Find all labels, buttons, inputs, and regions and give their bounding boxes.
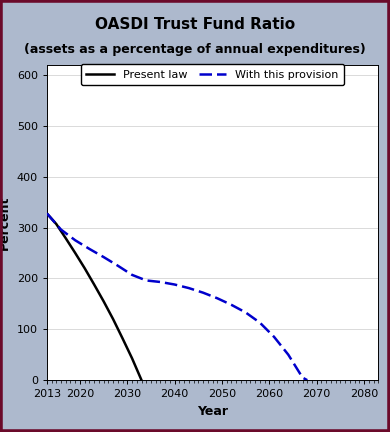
Y-axis label: Percent: Percent bbox=[0, 195, 11, 250]
Text: (assets as a percentage of annual expenditures): (assets as a percentage of annual expend… bbox=[24, 43, 366, 56]
Legend: Present law, With this provision: Present law, With this provision bbox=[81, 64, 344, 85]
Text: OASDI Trust Fund Ratio: OASDI Trust Fund Ratio bbox=[95, 17, 295, 32]
X-axis label: Year: Year bbox=[197, 405, 228, 418]
